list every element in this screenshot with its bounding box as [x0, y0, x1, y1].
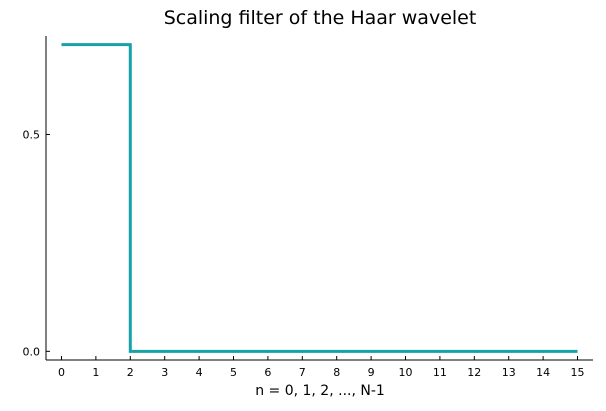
plot-area: 0 1 2 3 4 5 6 7 8 9 10 11 12 13 14 15 0.00.5: [23, 36, 593, 379]
x-tick-label: 9: [368, 366, 375, 379]
series-group: [61, 43, 578, 353]
y-tick-label: 0.5: [23, 128, 41, 141]
x-tick-label: 4: [196, 366, 203, 379]
x-tick-label: 14: [536, 366, 550, 379]
y-ticks: 0.0 0.5: [23, 128, 50, 358]
x-tick-label: 7: [299, 366, 306, 379]
x-tick-label: 13: [502, 366, 516, 379]
chart-title: Scaling filter of the Haar wavelet: [164, 7, 477, 29]
x-tick-label: 6: [264, 366, 271, 379]
x-axis-label: n = 0, 1, 2, ..., N-1: [255, 383, 385, 399]
x-tick-label: 5: [230, 366, 237, 379]
x-tick-label: 2: [127, 366, 134, 379]
x-tick-label: 3: [161, 366, 168, 379]
x-tick-label: 11: [433, 366, 447, 379]
x-tick-label: 10: [399, 366, 413, 379]
x-tick-label: 0: [58, 366, 65, 379]
x-ticks: 0 1 2 3 4 5 6 7 8 9 10 11 12 13 14 15: [58, 356, 585, 379]
y-tick-label: 0.0: [23, 345, 41, 358]
x-tick-label: 15: [571, 366, 585, 379]
x-tick-label: 12: [467, 366, 481, 379]
x-tick-label: 1: [92, 366, 99, 379]
x-tick-label: 8: [333, 366, 340, 379]
series-line: [61, 43, 578, 353]
